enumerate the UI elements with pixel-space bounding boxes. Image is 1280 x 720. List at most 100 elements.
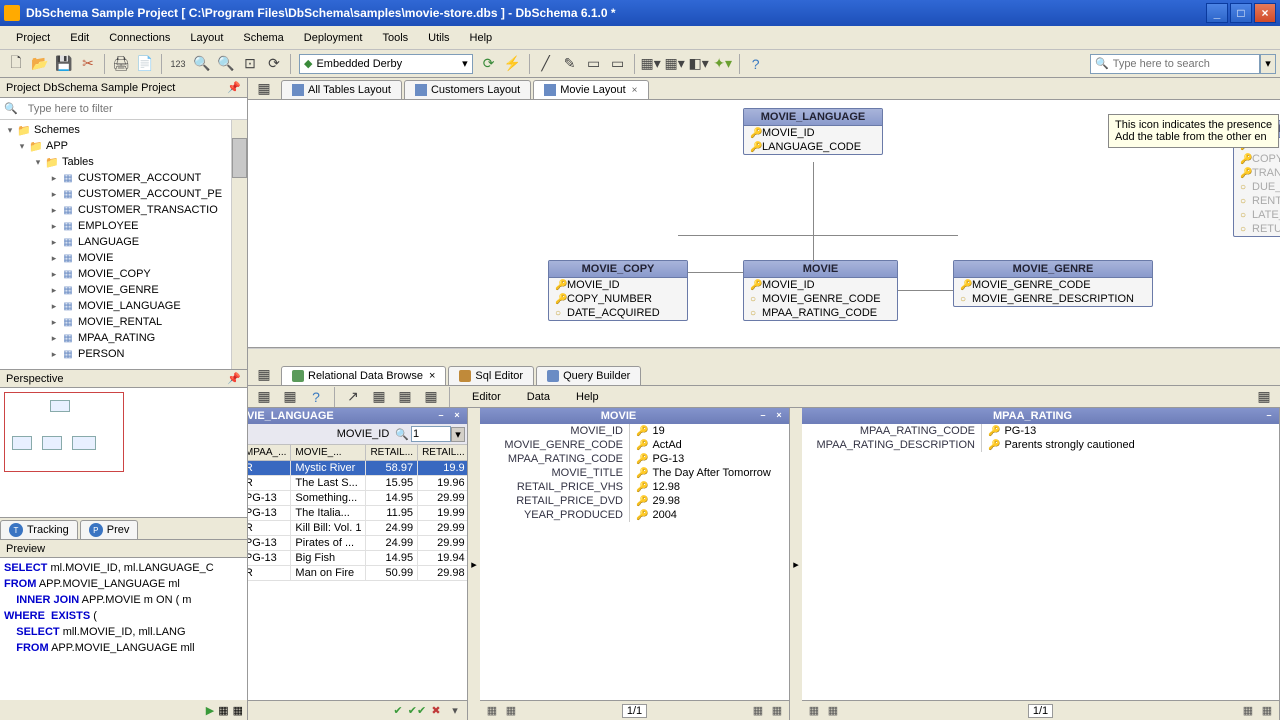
kv-row[interactable]: MPAA_RATING_CODE🔑PG-13: [480, 452, 789, 466]
kv-row[interactable]: MPAA_RATING_CODE🔑PG-13: [802, 424, 1279, 438]
menu-schema[interactable]: Schema: [233, 29, 293, 47]
menu-project[interactable]: Project: [6, 29, 60, 47]
entity-movie[interactable]: MOVIE🔑MOVIE_ID○MOVIE_GENRE_CODE○MPAA_RAT…: [743, 260, 898, 321]
tree-app[interactable]: ▾📁APP: [0, 138, 247, 154]
kv-row[interactable]: RETAIL_PRICE_DVD🔑29.98: [480, 494, 789, 508]
line-tool-icon[interactable]: ╱: [535, 53, 557, 75]
dt-grid2-icon[interactable]: ▦: [420, 386, 442, 408]
entity-movie_copy[interactable]: MOVIE_COPY🔑MOVIE_ID🔑COPY_NUMBER○DATE_ACQ…: [548, 260, 688, 321]
dt-grid1-icon[interactable]: ▦: [394, 386, 416, 408]
entity-movie_language[interactable]: MOVIE_LANGUAGE🔑MOVIE_ID🔑LANGUAGE_CODE: [743, 108, 883, 155]
export-icon[interactable]: 📄: [134, 53, 156, 75]
table-row[interactable]: 5ActAdRKill Bill: Vol. 124.9929.992003: [248, 521, 467, 536]
table-row[interactable]: 8ActAdRMan on Fire50.9929.982004: [248, 566, 467, 581]
mpaa-f1-icon[interactable]: ▦: [806, 703, 822, 719]
tree-filter-input[interactable]: [22, 103, 247, 115]
table-row[interactable]: 7DramaPG-13Big Fish14.9519.942003: [248, 551, 467, 566]
schema-tree[interactable]: ▾📁Schemes▾📁APP▾📁Tables ▸▦CUSTOMER_ACCOUNT…: [0, 120, 247, 370]
movie-f2-icon[interactable]: ▦: [503, 703, 519, 719]
preview-tab[interactable]: PPrev: [80, 520, 139, 539]
tree-table-employee[interactable]: ▸▦EMPLOYEE: [0, 218, 247, 234]
dt-btn2-icon[interactable]: ▦: [279, 386, 301, 408]
movie-f1-icon[interactable]: ▦: [484, 703, 500, 719]
open-icon[interactable]: 📂: [29, 53, 51, 75]
panel-mpaa-min-icon[interactable]: –: [1263, 410, 1275, 422]
table-row[interactable]: 4ActAdPG-13The Italia...11.9519.992003: [248, 506, 467, 521]
menu-utils[interactable]: Utils: [418, 29, 459, 47]
table-row[interactable]: 3ComdyPG-13Something...14.9529.992003: [248, 491, 467, 506]
zoom-fit-icon[interactable]: ⊡: [239, 53, 261, 75]
help-icon[interactable]: ?: [745, 53, 767, 75]
kv-row[interactable]: MPAA_RATING_DESCRIPTION🔑Parents strongly…: [802, 438, 1279, 452]
tree-table-movie_copy[interactable]: ▸▦MOVIE_COPY: [0, 266, 247, 282]
menu-deployment[interactable]: Deployment: [294, 29, 373, 47]
db-driver-select[interactable]: ◆ Embedded Derby ▾: [299, 54, 473, 74]
menu-help[interactable]: Help: [460, 29, 503, 47]
tracking-tab[interactable]: TTracking: [0, 520, 78, 539]
perspective-pin-icon[interactable]: 📌: [227, 372, 241, 385]
panel-movie-min-icon[interactable]: –: [757, 410, 769, 422]
tree-table-customer_account_pe[interactable]: ▸▦CUSTOMER_ACCOUNT_PE: [0, 186, 247, 202]
sql-close-icon[interactable]: ▦: [233, 704, 243, 717]
tree-table-language[interactable]: ▸▦LANGUAGE: [0, 234, 247, 250]
new-icon[interactable]: 🗋: [5, 53, 27, 75]
zoom-in-icon[interactable]: 🔍: [191, 53, 213, 75]
panel-movie-close-icon[interactable]: ×: [773, 410, 785, 422]
zoom-out-icon[interactable]: 🔍: [215, 53, 237, 75]
menu-connections[interactable]: Connections: [99, 29, 180, 47]
print-icon[interactable]: 🖨: [110, 53, 132, 75]
editor-menu[interactable]: Editor: [464, 389, 509, 405]
zoom-refresh-icon[interactable]: ⟳: [263, 53, 285, 75]
refresh-icon[interactable]: ⟳: [478, 53, 500, 75]
movie-kvgrid[interactable]: MOVIE_ID🔑19MOVIE_GENRE_CODE🔑ActAdMPAA_RA…: [480, 424, 789, 700]
tree-table-person[interactable]: ▸▦PERSON: [0, 346, 247, 362]
tab-close-icon[interactable]: ×: [632, 85, 638, 96]
data-tab-query-builder[interactable]: Query Builder: [536, 366, 641, 385]
table-row[interactable]: 1DramaRMystic River58.9719.92003: [248, 461, 467, 476]
data-tab-sql-editor[interactable]: Sql Editor: [448, 366, 534, 385]
dd3-icon[interactable]: ◧▾: [688, 53, 710, 75]
mpaa-kvgrid[interactable]: MPAA_RATING_CODE🔑PG-13MPAA_RATING_DESCRI…: [802, 424, 1279, 700]
ml-filter-dd[interactable]: ▾: [451, 427, 465, 442]
tabs-menu-icon[interactable]: ▦: [253, 77, 275, 99]
entity-movie_genre[interactable]: MOVIE_GENRE🔑MOVIE_GENRE_CODE○MOVIE_GENRE…: [953, 260, 1153, 307]
tree-scrollbar[interactable]: [231, 120, 247, 369]
edit-tool-icon[interactable]: ✎: [559, 53, 581, 75]
tree-table-customer_transactio[interactable]: ▸▦CUSTOMER_TRANSACTIO: [0, 202, 247, 218]
movie-f3-icon[interactable]: ▦: [750, 703, 766, 719]
data-tab-relational-data-browse[interactable]: Relational Data Browse×: [281, 366, 446, 385]
dt-expand-icon[interactable]: ▦: [1253, 386, 1275, 408]
search-box[interactable]: 🔍: [1090, 54, 1260, 74]
maximize-button[interactable]: □: [1230, 3, 1252, 23]
dt-help-icon[interactable]: ?: [305, 386, 327, 408]
shape-tool-icon[interactable]: ▭: [583, 53, 605, 75]
tree-table-movie_genre[interactable]: ▸▦MOVIE_GENRE: [0, 282, 247, 298]
search-input[interactable]: [1113, 58, 1243, 70]
search-dropdown[interactable]: ▾: [1260, 54, 1276, 74]
dd4-icon[interactable]: ✦▾: [712, 53, 734, 75]
movie-f4-icon[interactable]: ▦: [769, 703, 785, 719]
kv-row[interactable]: MOVIE_ID🔑19: [480, 424, 789, 438]
dt-save-icon[interactable]: ▦: [368, 386, 390, 408]
ml-menu-icon[interactable]: ▾: [447, 703, 463, 719]
data-menu[interactable]: Data: [519, 389, 558, 405]
table-row[interactable]: 6ActAdPG-13Pirates of ...24.9929.992003: [248, 536, 467, 551]
panel-splitter-2[interactable]: ▸: [790, 408, 802, 720]
menu-layout[interactable]: Layout: [180, 29, 233, 47]
dt-refresh-icon[interactable]: ↗: [342, 386, 364, 408]
panel-ml-close-icon[interactable]: ×: [451, 410, 463, 422]
kv-row[interactable]: RETAIL_PRICE_VHS🔑12.98: [480, 480, 789, 494]
data-help-menu[interactable]: Help: [568, 389, 607, 405]
ml-grid[interactable]: MOVIE_IDMOVIE_...MPAA_...MOVIE_...RETAIL…: [248, 444, 467, 700]
tree-table-movie_rental[interactable]: ▸▦MOVIE_RENTAL: [0, 314, 247, 330]
save-icon[interactable]: 💾: [53, 53, 75, 75]
tree-tables[interactable]: ▾📁Tables: [0, 154, 247, 170]
diagram-canvas[interactable]: MOVIE_LANGUAGE🔑MOVIE_ID🔑LANGUAGE_CODE MOV…: [248, 100, 1280, 348]
ml-accept-icon[interactable]: ✔: [390, 703, 406, 719]
layout-tab-customers-layout[interactable]: Customers Layout: [404, 80, 531, 99]
data-tabs-menu-icon[interactable]: ▦: [253, 363, 275, 385]
tree-schemes[interactable]: ▾📁Schemes: [0, 122, 247, 138]
close-button[interactable]: ×: [1254, 3, 1276, 23]
cut-icon[interactable]: ✂: [77, 53, 99, 75]
dd2-icon[interactable]: ▦▾: [664, 53, 686, 75]
